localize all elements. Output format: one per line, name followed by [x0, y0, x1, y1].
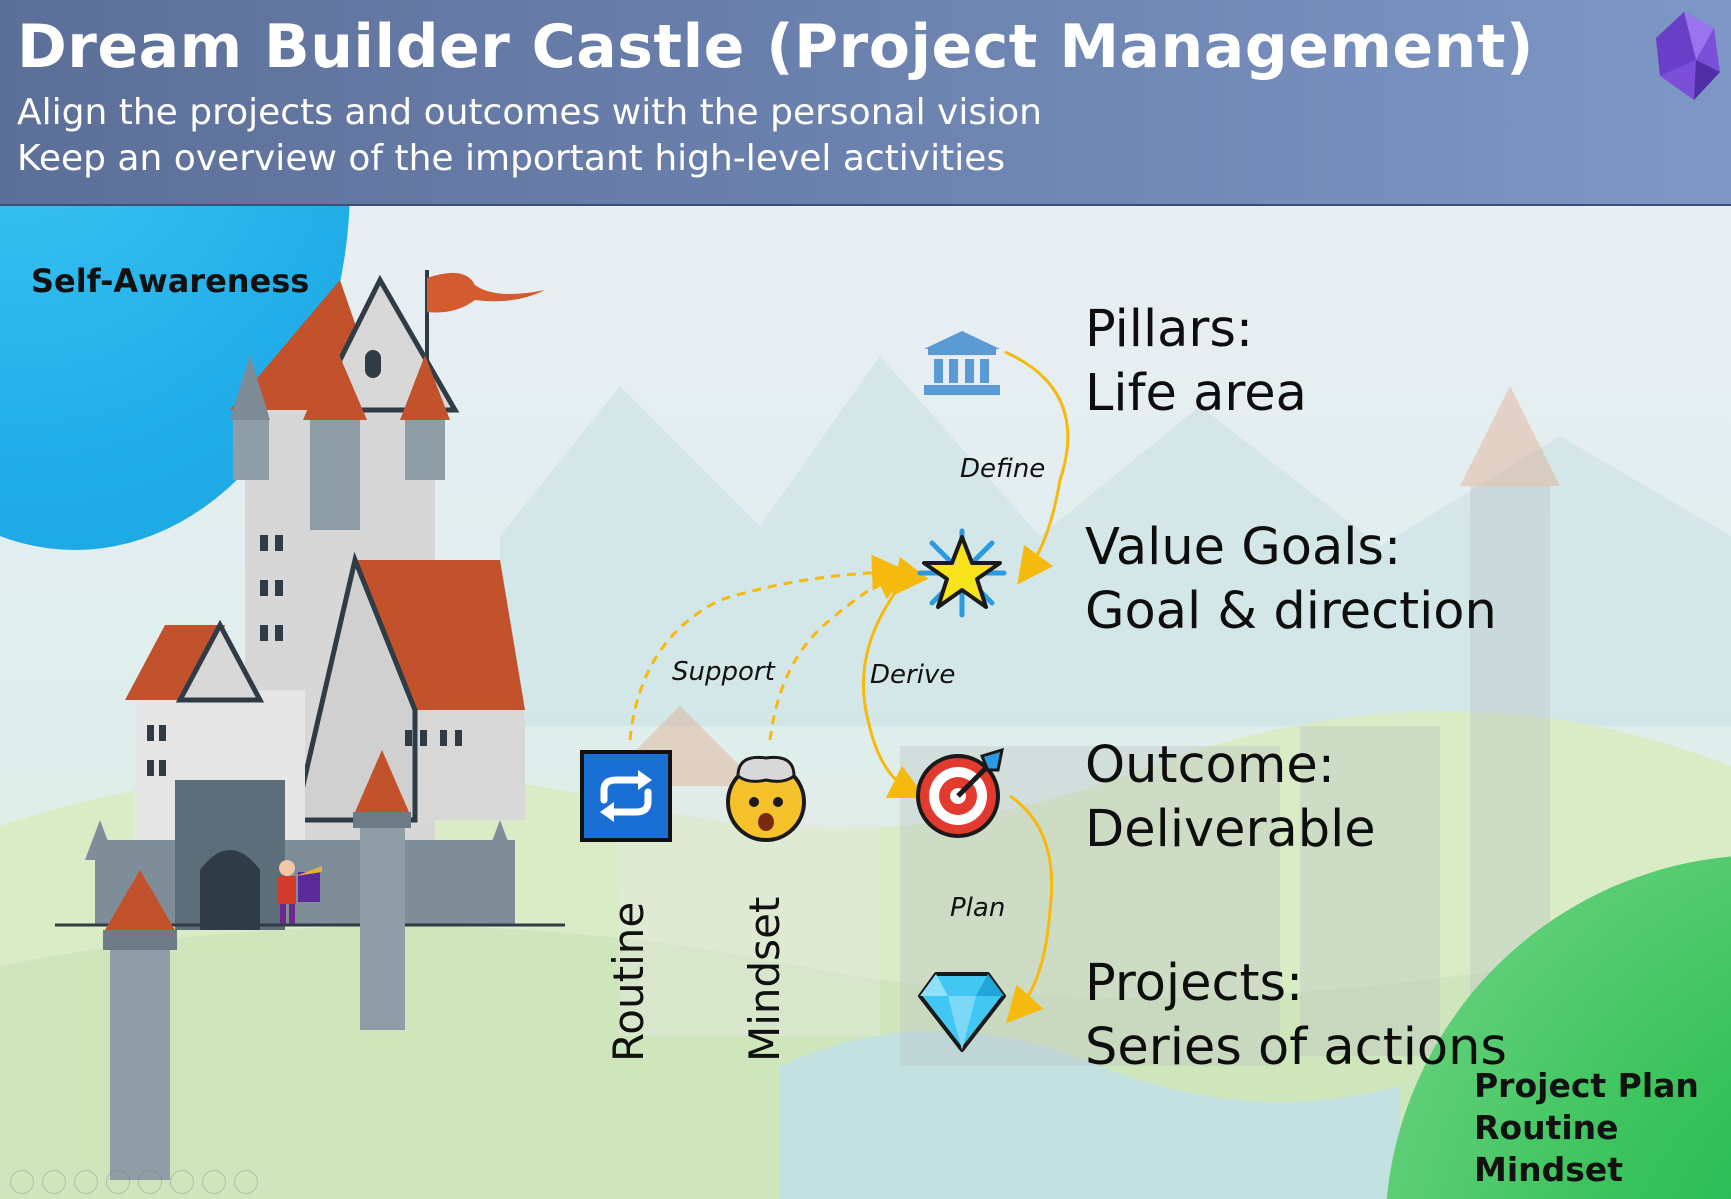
- page-title: Dream Builder Castle (Project Management…: [17, 12, 1534, 82]
- legend-project-plan: Project Plan: [1474, 1066, 1699, 1105]
- projects-title: Projects:: [1085, 954, 1304, 1013]
- pillars-title: Pillars:: [1085, 300, 1254, 359]
- project-plan-legend: Project Plan Routine Mindset: [1474, 1065, 1699, 1191]
- pen-icon[interactable]: [74, 1170, 98, 1194]
- support-arrow-mindset: [768, 566, 912, 741]
- support-arrow-routine: [628, 554, 908, 741]
- routine-label: Routine: [604, 901, 653, 1062]
- value-goals-label: Value Goals: Goal & direction: [1085, 516, 1497, 644]
- repeat-arrows-icon: [580, 750, 672, 842]
- gem-diamond-icon: [918, 972, 1006, 1052]
- mind-blown-icon: [726, 755, 806, 842]
- zoom-icon[interactable]: [138, 1170, 162, 1194]
- next-slide-icon[interactable]: [42, 1170, 66, 1194]
- plan-arrow: [1005, 794, 1054, 1024]
- define-arrow: [1004, 350, 1070, 585]
- outcome-label: Outcome: Deliverable: [1085, 734, 1376, 862]
- value-goals-title: Value Goals:: [1085, 518, 1402, 577]
- derive-arrow: [861, 556, 929, 799]
- obsidian-crystal-icon: [1656, 12, 1720, 100]
- define-label: Define: [960, 454, 1046, 484]
- direct-hit-target-icon: [916, 748, 1004, 838]
- legend-routine: Routine: [1474, 1108, 1619, 1147]
- slides-grid-icon[interactable]: [106, 1170, 130, 1194]
- castle-illustration: [55, 270, 565, 1180]
- projects-subtitle: Series of actions: [1085, 1018, 1507, 1077]
- classical-building-icon: [924, 331, 1000, 395]
- camera-icon[interactable]: [202, 1170, 226, 1194]
- derive-label: Derive: [870, 660, 956, 690]
- subtitle-line-1: Align the projects and outcomes with the…: [17, 92, 1042, 133]
- previous-slide-icon[interactable]: [10, 1170, 34, 1194]
- sparkle-star-icon: [917, 528, 1007, 618]
- legend-mindset: Mindset: [1474, 1150, 1624, 1189]
- pillars-subtitle: Life area: [1085, 364, 1307, 423]
- projects-label: Projects: Series of actions: [1085, 952, 1507, 1080]
- subtitles-icon[interactable]: [170, 1170, 194, 1194]
- outcome-subtitle: Deliverable: [1085, 800, 1376, 859]
- more-options-icon[interactable]: [234, 1170, 258, 1194]
- plan-label: Plan: [950, 893, 1006, 923]
- mindset-label: Mindset: [740, 896, 789, 1062]
- support-label: Support: [672, 657, 775, 687]
- header-banner: Dream Builder Castle (Project Management…: [0, 0, 1731, 206]
- outcome-title: Outcome:: [1085, 736, 1335, 795]
- pillars-label: Pillars: Life area: [1085, 298, 1307, 426]
- subtitle-line-2: Keep an overview of the important high-l…: [17, 138, 1006, 179]
- value-goals-subtitle: Goal & direction: [1085, 582, 1497, 641]
- presentation-controls[interactable]: [10, 1170, 258, 1194]
- self-awareness-label: Self-Awareness: [31, 262, 310, 300]
